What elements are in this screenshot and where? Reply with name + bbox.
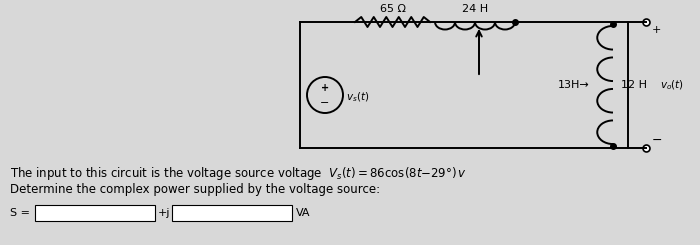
Text: +: +	[321, 83, 329, 93]
FancyBboxPatch shape	[172, 205, 292, 221]
Text: $v_s(t)$: $v_s(t)$	[346, 90, 370, 104]
Text: 24 H: 24 H	[462, 4, 488, 14]
Text: 12 H: 12 H	[621, 80, 647, 90]
Text: Determine the complex power supplied by the voltage source:: Determine the complex power supplied by …	[10, 183, 380, 196]
Text: VA: VA	[296, 208, 311, 218]
Text: $v_o(t)$: $v_o(t)$	[660, 78, 684, 92]
Text: +: +	[652, 25, 662, 35]
Text: +j: +j	[158, 208, 171, 218]
Text: S =: S =	[10, 208, 30, 218]
Text: The input to this circuit is the voltage source voltage  $V_s(t) = 86\cos\!\left: The input to this circuit is the voltage…	[10, 165, 467, 182]
FancyBboxPatch shape	[35, 205, 155, 221]
Text: −: −	[652, 134, 662, 147]
Text: −: −	[321, 98, 330, 108]
Text: 65 Ω: 65 Ω	[379, 4, 405, 14]
Text: 13H→: 13H→	[558, 80, 589, 90]
